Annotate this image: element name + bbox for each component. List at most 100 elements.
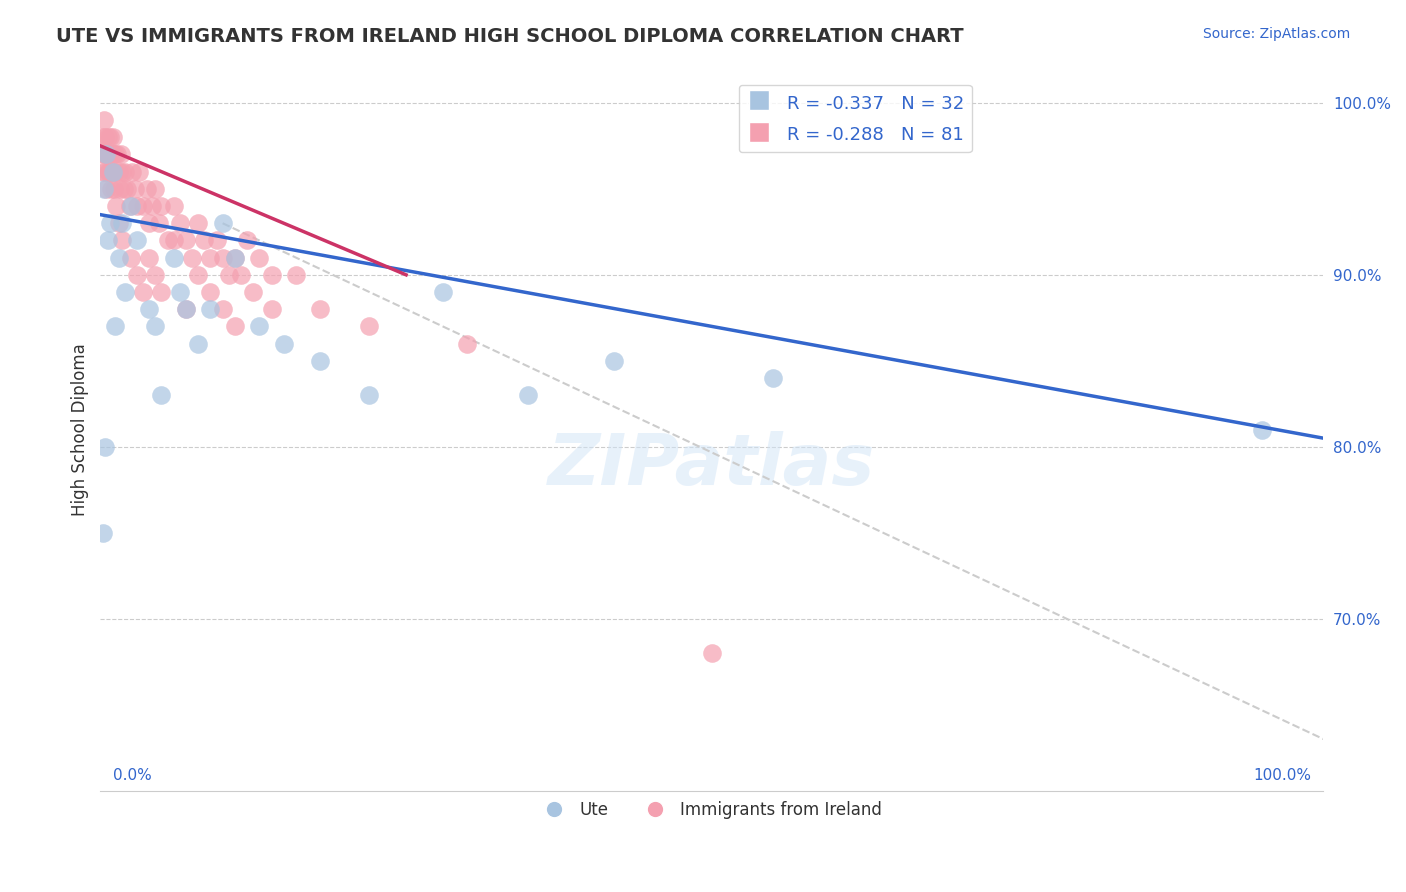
- Point: [97, 234, 120, 248]
- Point: [432, 285, 454, 299]
- Point: [94, 164, 117, 178]
- Point: [111, 164, 134, 178]
- Point: [120, 251, 142, 265]
- Point: [111, 234, 134, 248]
- Point: [236, 234, 259, 248]
- Point: [141, 199, 163, 213]
- Point: [181, 251, 204, 265]
- Point: [132, 199, 155, 213]
- Point: [97, 130, 120, 145]
- Point: [124, 182, 146, 196]
- Point: [118, 199, 141, 213]
- Point: [224, 251, 246, 265]
- Point: [107, 216, 129, 230]
- Point: [98, 147, 121, 161]
- Point: [98, 216, 121, 230]
- Point: [205, 234, 228, 248]
- Point: [103, 164, 125, 178]
- Point: [120, 199, 142, 213]
- Point: [93, 147, 115, 161]
- Point: [100, 182, 122, 196]
- Point: [150, 388, 173, 402]
- Point: [103, 182, 125, 196]
- Point: [200, 302, 222, 317]
- Point: [121, 164, 143, 178]
- Point: [218, 268, 240, 282]
- Point: [211, 216, 233, 230]
- Point: [285, 268, 308, 282]
- Point: [517, 388, 540, 402]
- Point: [145, 268, 167, 282]
- Point: [309, 302, 332, 317]
- Point: [96, 147, 118, 161]
- Point: [114, 164, 136, 178]
- Point: [150, 199, 173, 213]
- Point: [93, 113, 115, 128]
- Point: [110, 147, 132, 161]
- Point: [90, 147, 112, 161]
- Point: [211, 251, 233, 265]
- Point: [111, 216, 134, 230]
- Point: [112, 182, 135, 196]
- Point: [187, 268, 209, 282]
- Point: [169, 285, 191, 299]
- Point: [138, 216, 160, 230]
- Point: [91, 525, 114, 540]
- Point: [145, 319, 167, 334]
- Point: [98, 130, 121, 145]
- Point: [200, 251, 222, 265]
- Point: [135, 182, 157, 196]
- Point: [94, 440, 117, 454]
- Point: [104, 319, 127, 334]
- Point: [96, 182, 118, 196]
- Point: [128, 164, 150, 178]
- Point: [200, 285, 222, 299]
- Point: [309, 353, 332, 368]
- Point: [93, 182, 115, 196]
- Point: [163, 251, 186, 265]
- Point: [150, 285, 173, 299]
- Point: [125, 268, 148, 282]
- Point: [1251, 423, 1274, 437]
- Point: [138, 302, 160, 317]
- Point: [91, 130, 114, 145]
- Y-axis label: High School Diploma: High School Diploma: [72, 343, 89, 516]
- Point: [224, 251, 246, 265]
- Point: [104, 164, 127, 178]
- Point: [96, 147, 118, 161]
- Point: [138, 251, 160, 265]
- Point: [187, 336, 209, 351]
- Point: [163, 199, 186, 213]
- Point: [359, 388, 381, 402]
- Point: [224, 319, 246, 334]
- Point: [94, 130, 117, 145]
- Point: [91, 164, 114, 178]
- Point: [242, 285, 264, 299]
- Point: [104, 147, 127, 161]
- Point: [456, 336, 478, 351]
- Point: [132, 285, 155, 299]
- Point: [163, 234, 186, 248]
- Point: [101, 147, 124, 161]
- Text: 100.0%: 100.0%: [1253, 768, 1310, 783]
- Point: [156, 234, 179, 248]
- Point: [187, 216, 209, 230]
- Point: [125, 234, 148, 248]
- Point: [260, 302, 283, 317]
- Point: [101, 164, 124, 178]
- Text: Source: ZipAtlas.com: Source: ZipAtlas.com: [1202, 27, 1350, 41]
- Point: [359, 319, 381, 334]
- Text: UTE VS IMMIGRANTS FROM IRELAND HIGH SCHOOL DIPLOMA CORRELATION CHART: UTE VS IMMIGRANTS FROM IRELAND HIGH SCHO…: [56, 27, 965, 45]
- Point: [97, 164, 120, 178]
- Point: [107, 251, 129, 265]
- Point: [247, 251, 270, 265]
- Point: [174, 234, 197, 248]
- Point: [101, 130, 124, 145]
- Point: [117, 182, 139, 196]
- Point: [260, 268, 283, 282]
- Point: [145, 182, 167, 196]
- Point: [125, 199, 148, 213]
- Point: [273, 336, 295, 351]
- Point: [700, 646, 723, 660]
- Point: [105, 199, 128, 213]
